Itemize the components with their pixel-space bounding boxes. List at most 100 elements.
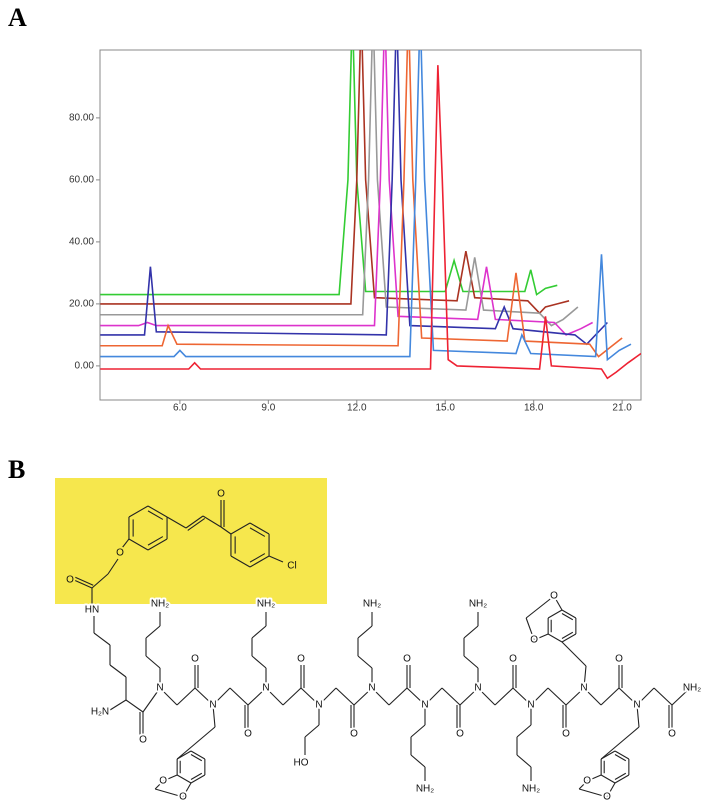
trace — [100, 65, 641, 380]
atom-label: HO — [294, 758, 309, 769]
atom-label: N — [262, 683, 269, 694]
y-tick-label: 20.00 — [69, 299, 94, 310]
bond — [547, 633, 563, 643]
bond — [388, 687, 408, 706]
atom-label: N — [368, 683, 375, 694]
bond — [162, 774, 178, 782]
atom-label: O — [244, 729, 252, 740]
bond — [220, 526, 232, 535]
bond — [212, 687, 231, 706]
atom-label: O — [583, 776, 591, 787]
atom-label: O — [66, 575, 74, 586]
atom-label: NH₂ — [469, 599, 487, 610]
atom-label: O — [509, 654, 517, 665]
bond — [73, 579, 93, 589]
atom-label: O — [191, 654, 199, 665]
atom-label: O — [456, 729, 464, 740]
bond — [614, 750, 630, 760]
trace — [100, 50, 632, 362]
bond — [251, 655, 267, 669]
atom-label: N — [527, 700, 534, 711]
bond — [142, 687, 161, 713]
trace — [100, 50, 594, 336]
panel-label: B — [8, 455, 25, 484]
bond — [212, 704, 216, 728]
atom-label: N — [315, 700, 322, 711]
bond — [154, 780, 164, 790]
bond — [147, 505, 168, 518]
trace — [100, 50, 570, 315]
bond — [553, 595, 563, 611]
x-tick-label: 9.0 — [261, 403, 275, 414]
bond — [371, 687, 390, 706]
atom-label: N — [580, 683, 587, 694]
bond — [578, 780, 588, 790]
bond — [606, 782, 616, 798]
x-tick-label: 21.0 — [612, 403, 632, 414]
bond — [530, 687, 549, 706]
bond — [561, 609, 577, 619]
x-tick-label: 15.0 — [436, 403, 456, 414]
bond — [190, 754, 203, 762]
bond — [410, 724, 426, 738]
bond — [249, 522, 270, 535]
bond — [93, 632, 111, 646]
bond — [671, 687, 691, 706]
bond — [459, 687, 479, 706]
x-tick-label: 18.0 — [524, 403, 544, 414]
bond — [176, 726, 216, 760]
bond — [600, 687, 620, 706]
bond — [636, 687, 655, 706]
atom-label: NH₂ — [151, 599, 169, 610]
bond — [147, 510, 164, 520]
atom-label: NH₂ — [257, 599, 275, 610]
bond — [185, 515, 204, 529]
atom-label: NH₂ — [683, 683, 701, 694]
bond — [512, 687, 532, 706]
bond — [125, 699, 144, 713]
bond — [565, 687, 585, 706]
bond — [533, 633, 549, 641]
bond — [187, 518, 206, 531]
bond — [159, 687, 178, 706]
x-tick-label: 12.0 — [347, 403, 367, 414]
bond — [147, 536, 164, 546]
bond — [147, 538, 168, 551]
bond — [176, 687, 196, 706]
atom-label: N — [209, 700, 216, 711]
bond — [583, 665, 587, 689]
bond — [516, 724, 532, 738]
structure: H₂N O HN O O O Cl N O NH₂ N O O O N O NH₂ N O HO N O NH₂ N O NH₂ N… — [64, 487, 703, 801]
bond — [154, 788, 184, 798]
bond — [230, 555, 251, 568]
atom-label: O — [116, 548, 124, 559]
bond — [202, 515, 222, 528]
y-tick-label: 60.00 — [69, 175, 94, 186]
y-tick-label: 0.00 — [75, 361, 95, 372]
bond — [441, 687, 461, 706]
bond — [494, 687, 514, 706]
bond — [583, 687, 602, 706]
traces — [100, 50, 641, 380]
bond — [357, 655, 373, 669]
bond — [525, 595, 555, 619]
bond — [304, 724, 320, 738]
bond — [251, 625, 267, 639]
atom-label: O — [139, 735, 147, 746]
trace — [100, 50, 623, 358]
bond — [74, 576, 94, 586]
bond — [547, 687, 567, 706]
atom-label: N — [474, 683, 481, 694]
bond — [107, 558, 119, 575]
trace — [100, 50, 608, 346]
bond — [406, 687, 426, 706]
bond — [121, 538, 130, 549]
trace — [100, 50, 579, 327]
atom-label: H₂N — [91, 707, 109, 718]
bond — [166, 516, 187, 529]
trace — [100, 50, 558, 296]
bond — [561, 613, 574, 621]
atom-label: O — [603, 792, 611, 801]
atom-label: HN — [85, 605, 99, 616]
bond — [109, 664, 127, 678]
